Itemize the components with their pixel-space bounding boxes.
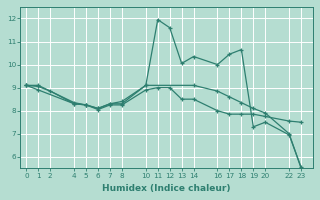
X-axis label: Humidex (Indice chaleur): Humidex (Indice chaleur) [102,184,231,193]
